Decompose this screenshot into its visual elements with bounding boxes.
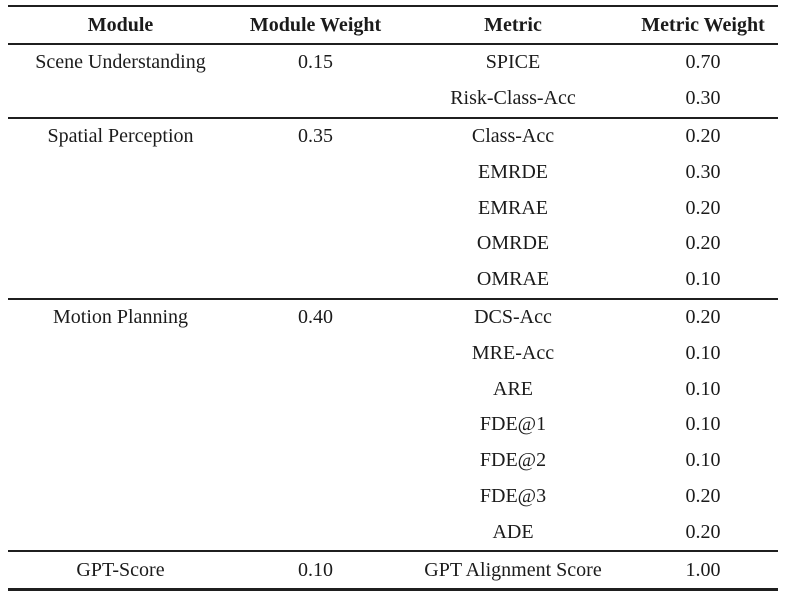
metric-cell: ARE	[493, 377, 533, 400]
metric-weight-cell: 0.10	[685, 377, 721, 400]
module-weight-cell: 0.10	[233, 550, 398, 590]
table-row: MRE-Acc 0.10	[8, 335, 778, 371]
module-weight-cell	[233, 443, 398, 479]
module-weight-cell	[233, 371, 398, 407]
module-weight-cell	[233, 335, 398, 371]
table-row: Risk-Class-Acc 0.30	[8, 81, 778, 118]
metric-weight-cell: 0.20	[685, 484, 721, 507]
module-cell: Spatial Perception	[8, 116, 233, 155]
header-row: Module Module Weight Metric Metric Weigh…	[8, 6, 778, 45]
metric-weights-table: Module Module Weight Metric Metric Weigh…	[8, 5, 778, 591]
metric-cell: DCS-Acc	[398, 297, 628, 336]
metric-weight-cell: 0.20	[628, 116, 778, 155]
table-row: FDE@1 0.10	[8, 407, 778, 443]
table-row: EMRDE 0.30	[8, 154, 778, 190]
metric-weight-cell: 0.20	[628, 297, 778, 336]
metric-weight-cell: 0.70	[685, 51, 721, 74]
table-row: EMRAE 0.20	[8, 190, 778, 226]
col-header-metric: Metric	[398, 6, 628, 45]
table-row: OMRDE 0.20	[8, 226, 778, 262]
module-cell: Motion Planning	[8, 297, 233, 336]
module-cell	[8, 479, 233, 515]
table-row: GPT-Score 0.10 GPT Alignment Score 1.00	[8, 550, 778, 590]
module-cell	[8, 371, 233, 407]
module-cell	[8, 154, 233, 190]
metric-cell: FDE@3	[479, 484, 547, 507]
col-header-metric-weight: Metric Weight	[628, 6, 778, 45]
module-weight-cell: 0.15	[298, 51, 333, 74]
module-cell	[8, 190, 233, 226]
table-body: Scene Understanding 0.15 SPICE 0.70 Risk-Cla…	[8, 44, 778, 590]
metric-cell: ADE	[492, 520, 534, 543]
metric-weight-cell: 0.10	[685, 449, 721, 472]
metric-weight-cell: 0.30	[685, 87, 721, 110]
module-cell	[8, 262, 233, 299]
metric-cell: OMRDE	[476, 232, 550, 255]
module-cell	[8, 81, 233, 118]
table-row: OMRAE 0.10	[8, 262, 778, 299]
col-header-module: Module	[8, 6, 233, 45]
module-weight-cell	[233, 226, 398, 262]
module-weight-cell	[233, 262, 398, 299]
metric-weight-cell: 0.20	[685, 232, 721, 255]
module-weight-cell: 0.40	[233, 297, 398, 336]
metric-weight-cell: 0.10	[685, 268, 721, 291]
module-weight-cell	[233, 479, 398, 515]
module-weight-cell	[233, 154, 398, 190]
module-weight-cell	[233, 81, 398, 118]
metric-cell: EMRDE	[478, 160, 548, 183]
metric-weight-cell: 0.30	[685, 160, 721, 183]
table-header: Module Module Weight Metric Metric Weigh…	[8, 6, 778, 45]
module-cell: GPT-Score	[8, 550, 233, 590]
metric-weight-cell: 0.20	[685, 196, 721, 219]
table-row: FDE@3 0.20	[8, 479, 778, 515]
table-row: Spatial Perception 0.35 Class-Acc 0.20	[8, 116, 778, 155]
metric-cell: FDE@2	[479, 449, 547, 472]
metric-cell: Class-Acc	[398, 116, 628, 155]
module-weight-cell	[233, 514, 398, 551]
metric-cell: GPT Alignment Score	[398, 550, 628, 590]
table-row: Motion Planning 0.40 DCS-Acc 0.20	[8, 297, 778, 336]
module-cell: Scene Understanding	[35, 51, 206, 74]
metric-cell: MRE-Acc	[471, 341, 555, 364]
table-row: FDE@2 0.10	[8, 443, 778, 479]
metric-cell: FDE@1	[479, 413, 547, 436]
metric-weight-cell: 1.00	[628, 550, 778, 590]
module-weight-cell	[233, 407, 398, 443]
metric-cell: EMRAE	[478, 196, 548, 219]
metric-cell: OMRAE	[476, 268, 550, 291]
module-weight-cell	[233, 190, 398, 226]
module-cell	[8, 443, 233, 479]
module-cell	[8, 226, 233, 262]
table-row: ADE 0.20	[8, 514, 778, 551]
table-row: Scene Understanding 0.15 SPICE 0.70	[8, 44, 778, 81]
metric-cell: SPICE	[485, 51, 541, 74]
module-cell	[8, 514, 233, 551]
module-weight-cell: 0.35	[233, 116, 398, 155]
table-row: ARE 0.10	[8, 371, 778, 407]
metric-weight-cell: 0.10	[685, 413, 721, 436]
metric-weight-cell: 0.10	[685, 341, 721, 364]
module-cell	[8, 335, 233, 371]
metric-cell: Risk-Class-Acc	[450, 87, 576, 110]
metric-weight-cell: 0.20	[685, 520, 721, 543]
col-header-module-weight: Module Weight	[233, 6, 398, 45]
module-cell	[8, 407, 233, 443]
